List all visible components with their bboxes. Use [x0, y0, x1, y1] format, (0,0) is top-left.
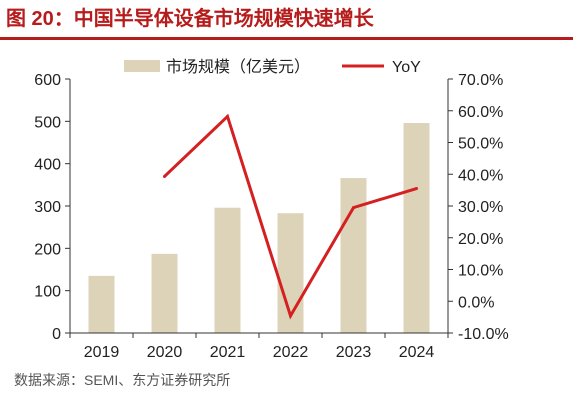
yoy-point-2023 [352, 206, 355, 210]
bar-2021 [214, 207, 241, 333]
axes-layer: 0 100 200 300 400 500 600 -10.0% 0.0% 10.0% 20.0% 3… [34, 72, 508, 361]
yoy-line-layer [163, 113, 418, 320]
bar-2023 [340, 178, 367, 333]
bar-2020 [151, 253, 178, 333]
y-right-tick-label: 40.0% [458, 167, 503, 184]
y-right-tick-label: 20.0% [458, 231, 503, 248]
y-right-tick-label: -10.0% [458, 326, 509, 343]
x-tick-label: 2022 [273, 344, 309, 361]
x-tick-label: 2020 [147, 344, 183, 361]
y-right-tick-label: 30.0% [458, 199, 503, 216]
y-right-tick-label: 10.0% [458, 263, 503, 280]
yoy-point-2022 [289, 314, 292, 318]
y-right-tick-label: 50.0% [458, 136, 503, 153]
x-tick-label: 2023 [336, 344, 372, 361]
yoy-point-2024 [415, 187, 418, 191]
y-right-tick-label: 70.0% [458, 72, 503, 89]
y-left-tick-label: 300 [34, 199, 61, 216]
y-left-tick-label: 100 [34, 284, 61, 301]
bar-2024 [403, 123, 430, 333]
legend-bar-label: 市场规模（亿美元） [166, 58, 310, 76]
y-left-tick-label: 500 [34, 114, 61, 131]
y-left-tick-label: 400 [34, 157, 61, 174]
source-note: 数据来源：SEMI、东方证券研究所 [14, 372, 231, 388]
yoy-point-2020 [163, 174, 166, 178]
x-tick-label: 2024 [399, 344, 435, 361]
figure-title: 图 20：中国半导体设备市场规模快速增长 [6, 8, 374, 30]
x-tick-label: 2021 [210, 344, 246, 361]
legend-line-label: YoY [392, 59, 421, 76]
title-rule [0, 37, 573, 40]
legend: 市场规模（亿美元） YoY [124, 58, 421, 76]
y-right-tick-label: 60.0% [458, 104, 503, 121]
x-tick-label: 2019 [84, 344, 120, 361]
yoy-point-2021 [226, 114, 229, 118]
bars-layer [88, 123, 430, 333]
y-left-tick-label: 200 [34, 241, 61, 258]
bar-2019 [88, 275, 115, 333]
y-left-tick-label: 600 [34, 72, 61, 89]
y-left-tick-label: 0 [52, 326, 61, 343]
y-right-tick-label: 0.0% [458, 294, 494, 311]
legend-bar-swatch [124, 60, 160, 72]
